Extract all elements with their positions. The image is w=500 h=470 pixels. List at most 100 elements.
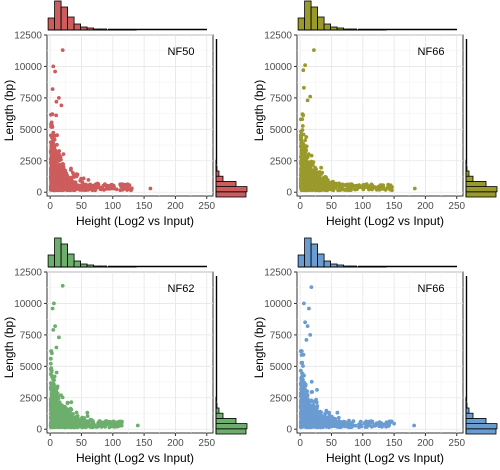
x-axis-title: Height (Log2 vs Input) bbox=[76, 451, 194, 465]
scatter-point bbox=[48, 361, 53, 366]
histogram-bar bbox=[47, 17, 55, 31]
y-tick-label: 10000 bbox=[14, 299, 42, 310]
histogram-bar bbox=[54, 237, 62, 268]
scatter-point bbox=[309, 379, 314, 384]
scatter-points bbox=[298, 48, 417, 193]
scatter-point bbox=[334, 419, 339, 424]
scatter-point bbox=[53, 324, 57, 328]
y-tick-label: 7500 bbox=[270, 93, 293, 104]
scatter-point bbox=[55, 392, 59, 397]
x-tick-label: 150 bbox=[386, 438, 403, 449]
scatter-point bbox=[369, 182, 374, 187]
scatter-point bbox=[69, 168, 73, 172]
scatter-point bbox=[111, 183, 116, 188]
scatter-point bbox=[49, 368, 54, 373]
scatter-point bbox=[305, 324, 310, 328]
scatter-point bbox=[305, 418, 310, 423]
scatter-point bbox=[52, 374, 57, 379]
scatter-point bbox=[343, 423, 348, 428]
scatter-point bbox=[58, 406, 62, 411]
scatter-point bbox=[53, 69, 57, 74]
scatter-point bbox=[51, 183, 56, 188]
y-tick-label: 5000 bbox=[20, 125, 43, 136]
scatter-point bbox=[304, 412, 309, 417]
scatter-point bbox=[299, 165, 304, 170]
scatter-point bbox=[303, 151, 307, 156]
scatter-point bbox=[50, 87, 55, 91]
scatter-point bbox=[68, 423, 73, 428]
scatter-point bbox=[50, 178, 55, 183]
scatter-point bbox=[117, 422, 121, 427]
scatter-point bbox=[50, 395, 54, 400]
scatter-point bbox=[348, 424, 353, 429]
scatter-point bbox=[315, 404, 320, 409]
scatter-point bbox=[62, 415, 67, 419]
scatter-point bbox=[314, 188, 318, 193]
scatter-point bbox=[67, 414, 72, 419]
scatter-point bbox=[299, 170, 304, 175]
scatter-point bbox=[307, 306, 311, 311]
scatter-point bbox=[324, 410, 329, 415]
x-tick-label: 250 bbox=[198, 201, 215, 212]
scatter-point bbox=[52, 412, 57, 417]
scatter-point bbox=[300, 375, 304, 380]
scatter-point bbox=[328, 423, 333, 427]
scatter-point bbox=[49, 161, 54, 166]
panel-nf66-3: 0 50 100 150 200 25002500500075001000012500He… bbox=[252, 237, 498, 465]
scatter-point bbox=[308, 169, 313, 174]
y-tick-label: 7500 bbox=[20, 93, 43, 104]
y-tick-label: 5000 bbox=[270, 125, 293, 136]
scatter-point bbox=[308, 94, 313, 99]
scatter-point bbox=[331, 423, 336, 428]
histogram-bar bbox=[215, 175, 224, 182]
scatter-point bbox=[376, 184, 381, 189]
histogram-bar bbox=[465, 175, 474, 182]
panel-nf66-1: 0 50 100 150 200 25002500500075001000012500He… bbox=[252, 0, 498, 228]
scatter-point bbox=[339, 424, 344, 429]
scatter-points bbox=[298, 285, 416, 430]
scatter-point bbox=[313, 423, 318, 428]
scatter-point bbox=[335, 410, 340, 415]
scatter-point bbox=[316, 413, 320, 417]
scatter-point bbox=[129, 187, 134, 192]
scatter-point bbox=[328, 420, 332, 424]
scatter-point bbox=[311, 409, 316, 413]
x-tick-label: 100 bbox=[104, 201, 121, 212]
scatter-point bbox=[57, 175, 62, 180]
x-tick-label: 0 bbox=[297, 438, 303, 449]
scatter-point bbox=[48, 356, 53, 361]
scatter-point bbox=[312, 48, 316, 52]
scatter-point bbox=[301, 364, 305, 368]
plot-area bbox=[296, 271, 464, 434]
histogram-bar bbox=[310, 6, 318, 31]
scatter-point bbox=[77, 421, 82, 425]
scatter-point bbox=[75, 425, 79, 429]
right-marginal-histogram bbox=[215, 39, 248, 198]
scatter-point bbox=[343, 188, 348, 193]
histogram-bar bbox=[317, 16, 325, 31]
scatter-point bbox=[75, 414, 80, 418]
scatter-point bbox=[57, 335, 61, 340]
scatter-point bbox=[367, 419, 371, 424]
scatter-point bbox=[312, 413, 317, 418]
scatter-point bbox=[299, 402, 303, 407]
histogram-bar bbox=[60, 6, 68, 31]
scatter-point bbox=[67, 180, 72, 185]
scatter-point bbox=[332, 182, 337, 187]
scatter-point bbox=[84, 184, 89, 189]
y-tick-label: 2500 bbox=[270, 156, 293, 167]
scatter-point bbox=[55, 133, 59, 138]
histogram-bar bbox=[54, 0, 62, 31]
scatter-point bbox=[304, 407, 309, 412]
scatter-point bbox=[336, 415, 341, 420]
scatter-point bbox=[148, 186, 153, 191]
x-tick-label: 50 bbox=[76, 438, 88, 449]
y-tick-label: 0 bbox=[286, 188, 292, 199]
scatter-point bbox=[57, 183, 61, 187]
scatter-point bbox=[49, 146, 54, 150]
scatter-point bbox=[303, 398, 307, 402]
y-axis-title: Length (bp) bbox=[2, 80, 16, 141]
scatter-point bbox=[57, 165, 61, 170]
scatter-point bbox=[54, 407, 59, 412]
scatter-point bbox=[303, 320, 307, 325]
